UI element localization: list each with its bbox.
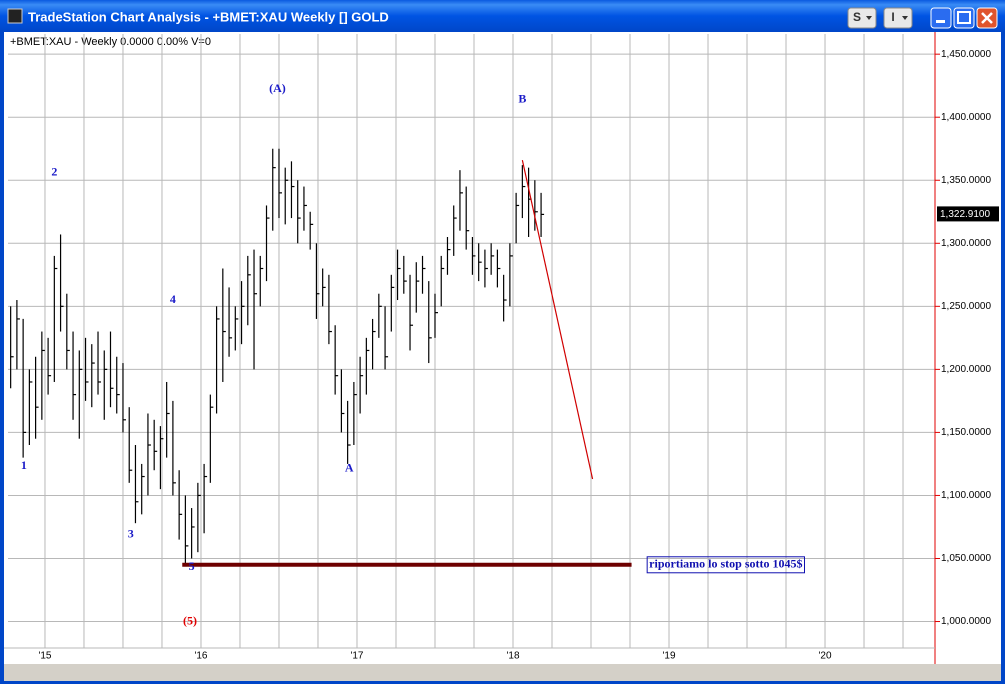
toolbar-button-label: I (891, 10, 894, 24)
wave-label: 5 (189, 559, 195, 573)
y-tick-label: 1,050.0000 (941, 553, 991, 564)
y-tick-label: 1,200.0000 (941, 364, 991, 375)
x-tick-label: '20 (818, 651, 831, 662)
toolbar-button[interactable] (847, 7, 877, 29)
x-tick-label: '18 (506, 651, 519, 662)
trendline (521, 159, 594, 480)
wave-label: B (518, 91, 526, 105)
y-tick-label: 1,250.0000 (941, 301, 991, 312)
title-bar (0, 0, 1005, 32)
toolbar-button[interactable] (883, 7, 913, 29)
note-box (646, 556, 805, 574)
minimize-icon (936, 20, 945, 23)
y-tick-label: 1,450.0000 (941, 49, 991, 60)
window-title: TradeStation Chart Analysis - +BMET:XAU … (28, 9, 389, 24)
last-price-box (937, 206, 999, 222)
chart-header: +BMET:XAU - Weekly 0.0000 0.00% V=0 (10, 36, 211, 48)
wave-label: A (345, 461, 354, 475)
y-tick-label: 1,000.0000 (941, 616, 991, 627)
y-tick-label: 1,350.0000 (941, 175, 991, 186)
y-tick-label: 1,100.0000 (941, 490, 991, 501)
maximize-icon (957, 11, 971, 24)
x-tick-label: '16 (194, 651, 207, 662)
close-icon (981, 12, 993, 24)
wave-label: 3 (128, 526, 134, 540)
minimize-button[interactable] (930, 7, 952, 29)
wave-label: 2 (51, 164, 57, 178)
chart-background (4, 32, 1001, 664)
y-tick-label: 1,300.0000 (941, 238, 991, 249)
wave-label: (A) (269, 81, 286, 95)
x-tick-label: '15 (38, 651, 51, 662)
wave-label: (5) (183, 613, 197, 627)
last-price-label: 1,322.9100 (940, 209, 990, 220)
dropdown-arrow (902, 16, 908, 20)
scroll-area (4, 664, 1001, 681)
wave-label: 4 (170, 292, 176, 306)
app-icon (7, 8, 23, 24)
x-tick-label: '17 (350, 651, 363, 662)
y-tick-label: 1,150.0000 (941, 427, 991, 438)
toolbar-button-label: S (853, 10, 861, 24)
x-tick-label: '19 (662, 651, 675, 662)
note-text: riportiamo lo stop sotto 1045$ (649, 557, 802, 571)
dropdown-arrow (866, 16, 872, 20)
y-tick-label: 1,400.0000 (941, 112, 991, 123)
wave-label: 1 (21, 458, 27, 472)
